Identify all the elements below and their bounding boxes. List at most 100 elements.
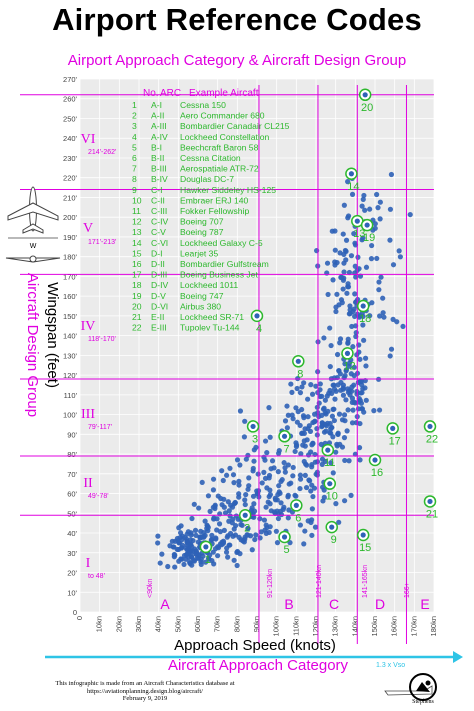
fleet-point	[378, 274, 384, 280]
example-marker-point	[364, 222, 370, 228]
fleet-point	[276, 448, 282, 454]
example-marker-point	[329, 524, 335, 530]
legend-row-aircraft: Hawker Siddeley HS-125	[180, 185, 276, 195]
fleet-point	[347, 310, 353, 317]
fleet-point	[371, 408, 377, 414]
legend-row-no: 9	[132, 185, 137, 195]
fleet-point	[286, 481, 292, 487]
fleet-point	[355, 254, 361, 260]
source-note: This infographic is made from an Aircraf…	[30, 680, 260, 703]
fleet-point	[294, 442, 300, 448]
example-marker-point	[362, 92, 368, 98]
fleet-point	[217, 529, 223, 535]
legend-row-no: 21	[132, 312, 142, 322]
fleet-point	[274, 497, 280, 503]
tail-shape	[22, 223, 44, 234]
x-tick-label: 10kn	[95, 616, 104, 632]
fleet-point	[348, 492, 354, 498]
fleet-point	[335, 430, 341, 436]
legend-row-no: 5	[132, 142, 137, 152]
x-tick-label: 30kn	[134, 616, 143, 632]
fleet-point	[328, 430, 334, 436]
fleet-point	[228, 502, 234, 508]
y-tick-label: 110'	[64, 391, 78, 400]
vso-label: 1.3 x Vso	[376, 662, 405, 669]
fleet-point	[345, 281, 351, 287]
y-tick-label: 90'	[67, 430, 77, 439]
fleet-point	[342, 247, 348, 254]
legend-row-arc: C-I	[151, 185, 162, 195]
fleet-point	[209, 557, 215, 564]
fleet-point	[312, 411, 318, 417]
legend-row-arc: C-IV	[151, 217, 168, 227]
fleet-point	[292, 448, 298, 455]
fleet-point	[388, 171, 395, 178]
fleet-point	[341, 202, 347, 208]
y-tick-label: 50'	[67, 509, 77, 518]
y-tick-label: 270'	[63, 75, 78, 84]
fleet-point	[285, 492, 291, 498]
legend-row-no: 12	[132, 217, 142, 227]
legend-row-no: 17	[132, 270, 142, 280]
fleet-point	[209, 536, 215, 543]
example-marker-point	[254, 313, 260, 319]
fleet-point	[189, 515, 195, 522]
legend-row-aircraft: Fokker Fellowship	[180, 206, 249, 216]
x-tick-label: 40kn	[154, 616, 163, 632]
fleet-point	[284, 403, 290, 409]
fleet-point	[346, 458, 352, 464]
fleet-point	[267, 492, 273, 498]
legend-row-arc: D-VI	[151, 301, 168, 311]
design-group-range: 79'-117'	[88, 424, 112, 431]
fleet-point	[327, 363, 333, 370]
legend-row-arc: C-V	[151, 227, 166, 237]
fleet-point	[195, 539, 201, 545]
legend-row-arc: D-V	[151, 291, 166, 301]
fleet-point	[343, 397, 349, 403]
fleet-point	[345, 407, 351, 413]
fleet-point	[332, 247, 338, 253]
y-tick-label: 230'	[63, 154, 78, 163]
fleet-point	[358, 400, 365, 406]
fleet-point	[360, 235, 366, 241]
y-tick-label: 120'	[63, 371, 78, 380]
fleet-point	[202, 518, 208, 524]
fleet-point	[299, 384, 305, 390]
fleet-point	[327, 325, 333, 331]
fleet-point	[328, 342, 334, 349]
example-marker-point	[360, 532, 366, 538]
legend-row-no: 20	[132, 301, 142, 311]
fleet-point	[325, 291, 331, 298]
fleet-point	[269, 458, 276, 464]
approach-category-range: 121-140kn	[316, 565, 323, 598]
example-marker-point	[372, 457, 378, 463]
y-tick-label: 180'	[63, 253, 78, 262]
fleet-point	[363, 264, 370, 270]
fleet-point	[204, 522, 210, 528]
fleet-point	[218, 495, 224, 502]
fleet-point	[345, 179, 351, 185]
example-marker-point	[293, 502, 299, 508]
fleet-point	[359, 390, 365, 396]
fleet-point	[344, 290, 350, 296]
fleet-point	[343, 368, 349, 374]
fleet-point	[290, 473, 296, 479]
y-tick-label: 40'	[67, 529, 77, 538]
y-tick-label: 70'	[67, 470, 77, 479]
fleet-point	[215, 553, 221, 559]
legend-row-no: 7	[132, 164, 137, 174]
legend-row-no: 1	[132, 100, 137, 110]
fleet-point	[332, 396, 338, 402]
fleet-point	[261, 469, 267, 475]
fleet-point	[285, 412, 291, 418]
fleet-point	[314, 404, 320, 410]
example-marker-point	[390, 425, 396, 432]
legend-row-arc: D-IV	[151, 280, 168, 290]
fleet-point	[308, 488, 314, 494]
fleet-point	[306, 423, 312, 429]
fleet-point	[309, 506, 315, 512]
fleet-point	[253, 444, 259, 450]
fleet-point	[333, 501, 339, 507]
y-tick-label: 20'	[67, 569, 77, 578]
fleet-point	[369, 300, 375, 306]
